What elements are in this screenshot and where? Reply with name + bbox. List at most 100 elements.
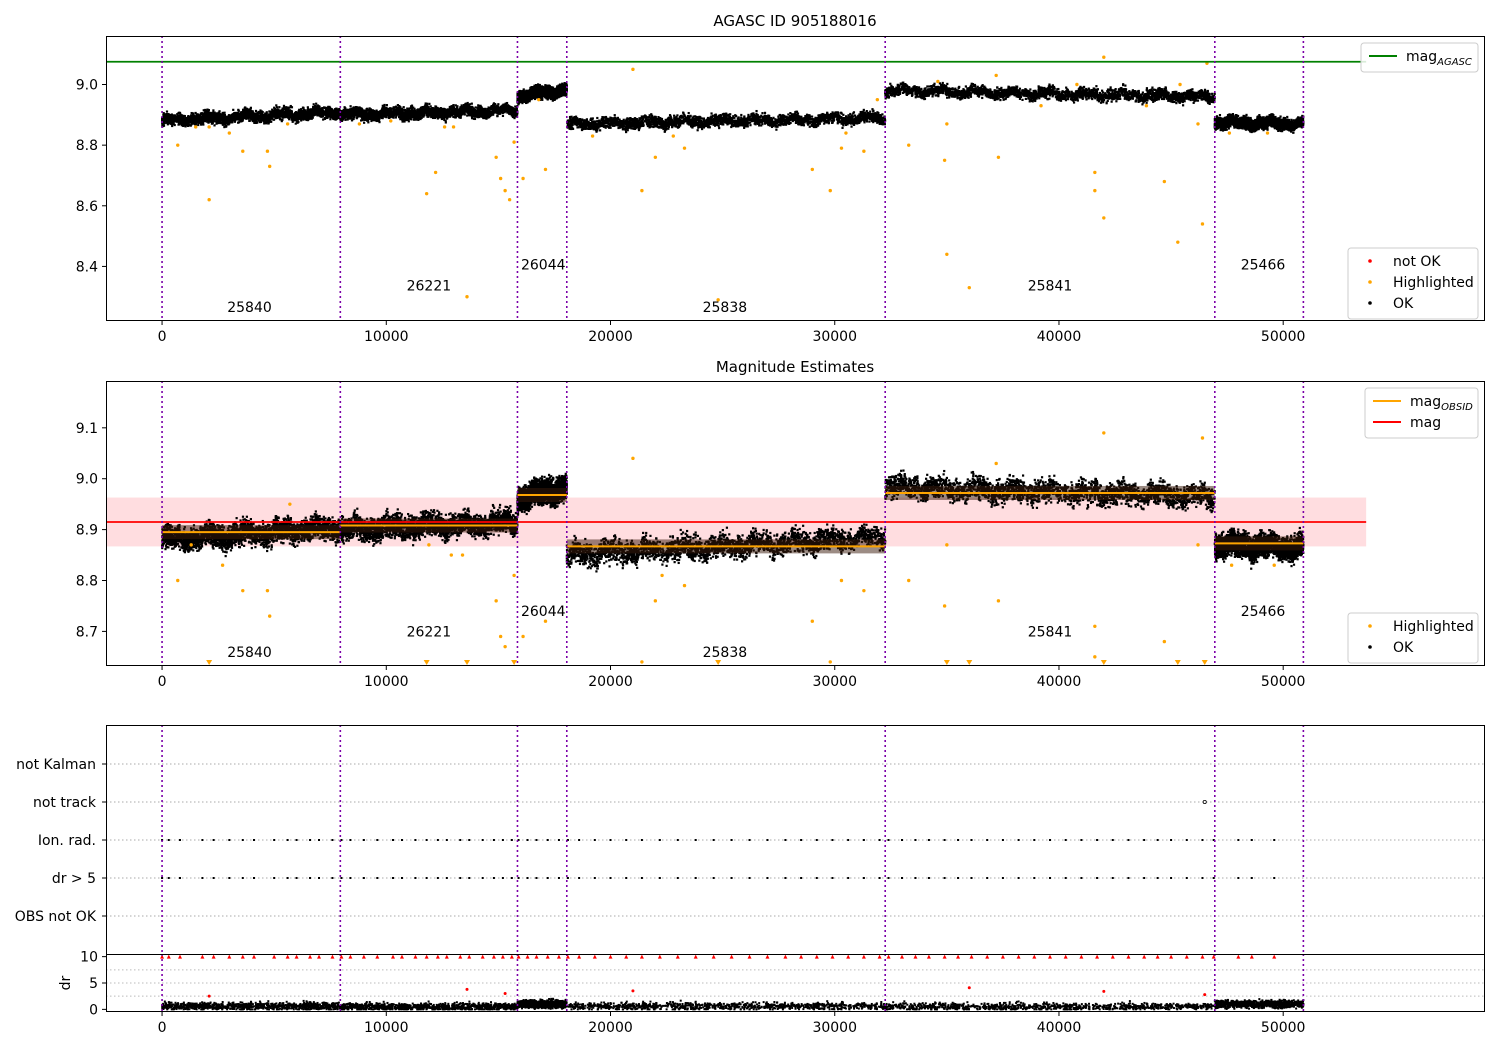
ok-point — [493, 103, 496, 106]
ok-point — [207, 110, 210, 113]
ok-point — [426, 102, 429, 105]
ok-point — [318, 105, 321, 108]
ok-point — [308, 110, 311, 113]
ok-point — [361, 116, 364, 119]
ok-point — [305, 114, 308, 117]
ok-point — [215, 112, 218, 115]
ok-point — [165, 117, 169, 121]
ok-point — [322, 111, 325, 115]
ok-point — [290, 106, 294, 109]
ok-point — [163, 114, 166, 118]
ok-point — [288, 112, 292, 115]
ok-point — [373, 110, 376, 113]
ok-point — [162, 112, 165, 115]
ok-point — [254, 113, 257, 116]
ok-point — [239, 115, 242, 119]
ok-point — [323, 106, 326, 109]
ok-point — [215, 121, 219, 124]
ok-point — [292, 116, 295, 119]
ok-point — [396, 104, 399, 107]
ok-point — [273, 109, 276, 112]
ok-point — [203, 120, 207, 123]
ok-point — [260, 119, 263, 122]
ok-point — [326, 116, 329, 119]
ok-point — [243, 110, 247, 113]
ok-point — [434, 105, 437, 108]
ok-point — [288, 118, 291, 121]
ok-point — [265, 117, 268, 120]
ok-point — [279, 113, 282, 116]
ok-point — [197, 123, 200, 127]
ok-point — [350, 119, 354, 122]
ok-point — [227, 115, 230, 118]
ok-point — [165, 120, 168, 123]
ok-point — [226, 119, 229, 123]
ok-point — [297, 113, 300, 116]
ok-point — [331, 108, 334, 111]
ok-point — [197, 118, 200, 121]
ok-point — [251, 113, 255, 117]
ok-point — [189, 120, 192, 123]
ok-point — [331, 110, 334, 113]
ok-point — [162, 113, 165, 116]
ok-point — [184, 116, 188, 120]
ok-point — [242, 109, 245, 112]
ok-point — [253, 121, 256, 124]
ok-point — [257, 119, 260, 122]
ok-point — [308, 112, 311, 115]
ok-point — [335, 112, 338, 115]
ok-point — [217, 115, 220, 118]
plot-area-0 — [106, 36, 1485, 321]
ok-point — [281, 118, 284, 121]
ok-point — [168, 117, 171, 120]
ok-point — [319, 109, 322, 112]
ok-point — [302, 109, 305, 112]
ok-point — [442, 115, 445, 119]
ok-point — [325, 110, 329, 113]
ok-point — [212, 114, 216, 117]
ok-point — [505, 101, 509, 105]
panel-agasc-data — [106, 55, 1367, 302]
ok-point — [273, 111, 277, 115]
ok-point — [191, 114, 194, 117]
ok-point — [410, 104, 414, 107]
ok-point — [192, 112, 195, 115]
ok-point — [296, 121, 299, 124]
ok-point — [318, 113, 321, 116]
ok-point — [383, 105, 386, 108]
ok-point — [221, 115, 224, 118]
ok-point — [295, 114, 298, 117]
ok-point — [193, 122, 197, 126]
ok-point — [170, 122, 173, 126]
ok-point — [223, 113, 226, 117]
ok-point — [298, 110, 301, 113]
ok-point — [209, 113, 213, 116]
ok-point — [217, 111, 220, 114]
ok-point — [302, 106, 305, 110]
ok-point — [198, 115, 201, 118]
ok-point — [331, 114, 334, 118]
ok-point — [264, 114, 267, 117]
ok-point — [250, 115, 253, 119]
ok-point — [292, 117, 295, 121]
ok-point — [176, 113, 179, 116]
ok-point — [312, 103, 315, 106]
ok-point — [316, 107, 319, 110]
ok-point — [194, 116, 197, 119]
ok-point — [168, 113, 171, 117]
ok-point — [190, 123, 193, 126]
ok-point — [294, 111, 298, 114]
ok-point — [253, 116, 256, 119]
ok-point — [296, 116, 300, 119]
ok-point — [325, 107, 328, 110]
ok-point — [239, 111, 242, 114]
ok-point — [185, 124, 188, 127]
ok-point — [296, 120, 300, 123]
ok-point — [221, 123, 224, 126]
ok-point — [300, 108, 303, 111]
ok-point — [278, 117, 282, 121]
ok-point — [170, 113, 173, 116]
ok-point — [229, 121, 233, 124]
ok-point — [479, 106, 482, 109]
ok-point — [301, 113, 305, 116]
